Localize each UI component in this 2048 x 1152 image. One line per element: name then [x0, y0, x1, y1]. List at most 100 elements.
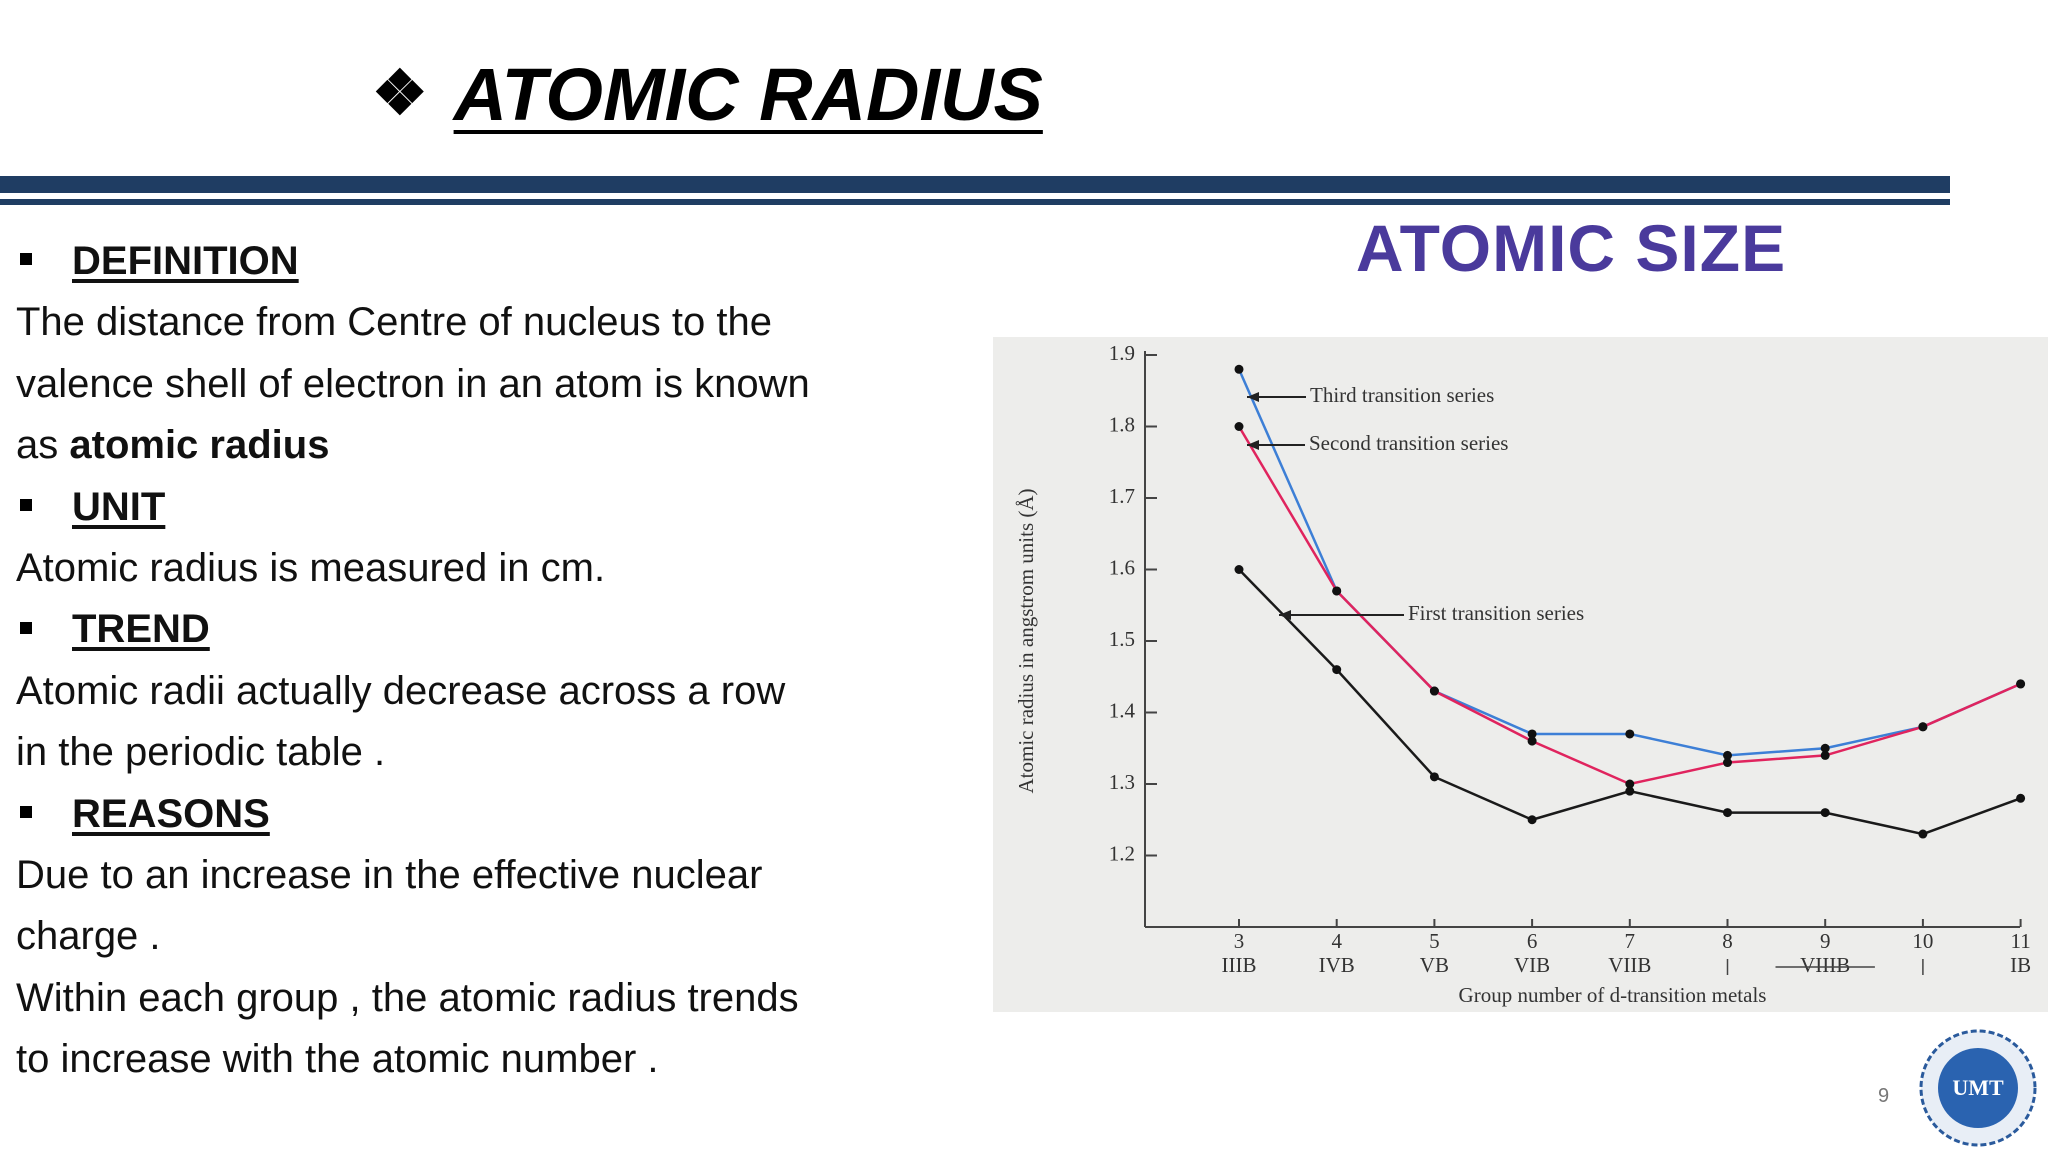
logo-text: UMT [1952, 1075, 2004, 1100]
group-label: IVB [1319, 953, 1355, 977]
chart-title: ATOMIC SIZE [1355, 211, 1787, 285]
bullet [20, 621, 32, 634]
series-line [1237, 368, 2022, 757]
data-point [1918, 722, 1928, 732]
data-point [1820, 743, 1830, 753]
header-band [0, 176, 1950, 193]
group-label: VIIIB [1800, 953, 1850, 977]
data-point [1527, 729, 1537, 739]
text-run: Within each group , the atomic radius tr… [16, 975, 799, 1020]
slide-title: ❖ ATOMIC RADIUS [372, 52, 1073, 137]
section-heading-row: REASONS [16, 784, 810, 845]
x-tick-label: 5 [1429, 929, 1440, 953]
series-annotation: Second transition series [1309, 431, 1508, 455]
text-line: Atomic radii actually decrease across a … [16, 661, 810, 722]
section-heading-row: UNIT [16, 477, 810, 538]
annotation-arrowhead [1247, 392, 1259, 402]
text-run: to increase with the atomic number . [16, 1037, 659, 1082]
x-tick-label: 11 [2010, 929, 2030, 953]
group-label: VB [1420, 953, 1449, 977]
data-point [1820, 808, 1830, 818]
group-label: VIB [1514, 953, 1550, 977]
y-tick-label: 1.6 [1109, 555, 1135, 579]
data-point [1234, 422, 1244, 431]
section-heading-row: DEFINITION [16, 231, 810, 292]
chart: 1.2 1.3 1.4 1.5 1.6 1.7 1.8 1.9 Atomic radius in… [993, 337, 2048, 1012]
data-point [1820, 750, 1830, 760]
text-run: Atomic radii actually decrease across a … [16, 668, 786, 713]
data-point [1723, 758, 1732, 768]
text-line: in the periodic table . [16, 722, 810, 783]
text-run: as [16, 423, 59, 468]
section-heading: TREND [72, 607, 210, 652]
text-run: Due to an increase in the effective nucl… [16, 853, 763, 898]
data-point [1723, 808, 1732, 818]
y-tick-label: 1.7 [1109, 484, 1135, 508]
page-number: 9 [1878, 1085, 1890, 1107]
y-tick-label: 1.9 [1109, 341, 1135, 365]
data-point [1429, 686, 1439, 696]
text-run: in the periodic table . [16, 730, 386, 775]
logo: UMT [1919, 1029, 2037, 1147]
x-tick-label: 4 [1331, 929, 1342, 953]
data-point [1234, 364, 1244, 374]
text-line: Within each group , the atomic radius tr… [16, 968, 810, 1029]
series-annotation: Third transition series [1310, 383, 1494, 407]
bold-term: atomic radius [69, 423, 330, 468]
x-axis-label: Group number of d-transition metals [1459, 983, 1767, 1007]
section-heading-row: TREND [16, 599, 810, 660]
section-heading: DEFINITION [72, 239, 299, 283]
text-line: charge . [16, 906, 810, 967]
y-axis-label: Atomic radius in angstrom units (Å) [1014, 488, 1038, 793]
data-point [1625, 729, 1635, 739]
text-run: Atomic radius is measured in cm. [16, 546, 606, 591]
bullet [20, 499, 32, 512]
title-text: ATOMIC RADIUS [453, 53, 1043, 136]
x-tick-label: 6 [1527, 929, 1538, 953]
text-run: valence shell of electron in an atom is … [16, 361, 810, 406]
data-point [2016, 793, 2026, 803]
annotation-arrowhead [1247, 440, 1259, 450]
data-point [1332, 665, 1342, 675]
group-label: IIIB [1222, 953, 1257, 977]
text-line: to increase with the atomic number . [16, 1029, 810, 1090]
x-tick-label: 3 [1234, 929, 1245, 953]
bullet [20, 253, 32, 266]
body-text: DEFINITION The distance from Centre of nu… [16, 231, 810, 1091]
series-annotation: First transition series [1408, 601, 1584, 625]
data-point [1625, 779, 1635, 789]
data-point [1527, 815, 1537, 825]
data-point [2016, 679, 2026, 689]
text-line: The distance from Centre of nucleus to t… [16, 292, 810, 353]
text-line: valence shell of electron in an atom is … [16, 354, 810, 415]
section-heading: UNIT [72, 484, 166, 529]
text-run: charge . [16, 914, 161, 959]
group-label: VIIB [1608, 953, 1651, 977]
y-tick-label: 1.8 [1109, 412, 1135, 436]
data-point [1429, 772, 1439, 782]
x-tick-label: 7 [1625, 929, 1636, 953]
y-tick-label: 1.4 [1109, 698, 1136, 722]
bullet [20, 806, 32, 819]
y-tick-label: 1.5 [1109, 627, 1135, 651]
text-line: Atomic radius is measured in cm. [16, 538, 810, 599]
section-heading: REASONS [72, 791, 270, 836]
header-line [0, 199, 1950, 205]
data-point [1723, 750, 1732, 760]
x-tick-label: 10 [1912, 929, 1933, 953]
text-line: as atomic radius [16, 415, 810, 476]
data-point [1918, 829, 1928, 839]
text-run: The distance from Centre of nucleus to t… [16, 300, 772, 345]
data-point [1332, 586, 1342, 596]
data-point [1625, 786, 1635, 796]
y-tick-label: 1.3 [1109, 770, 1135, 794]
data-point [1527, 736, 1537, 746]
annotation-arrowhead [1279, 610, 1291, 620]
x-tick-label: 9 [1820, 929, 1831, 953]
text-line: Due to an increase in the effective nucl… [16, 845, 810, 906]
data-point [1234, 565, 1244, 574]
x-tick-label: 8 [1722, 929, 1733, 953]
group-label: IB [2010, 953, 2031, 977]
y-tick-label: 1.2 [1109, 841, 1135, 865]
